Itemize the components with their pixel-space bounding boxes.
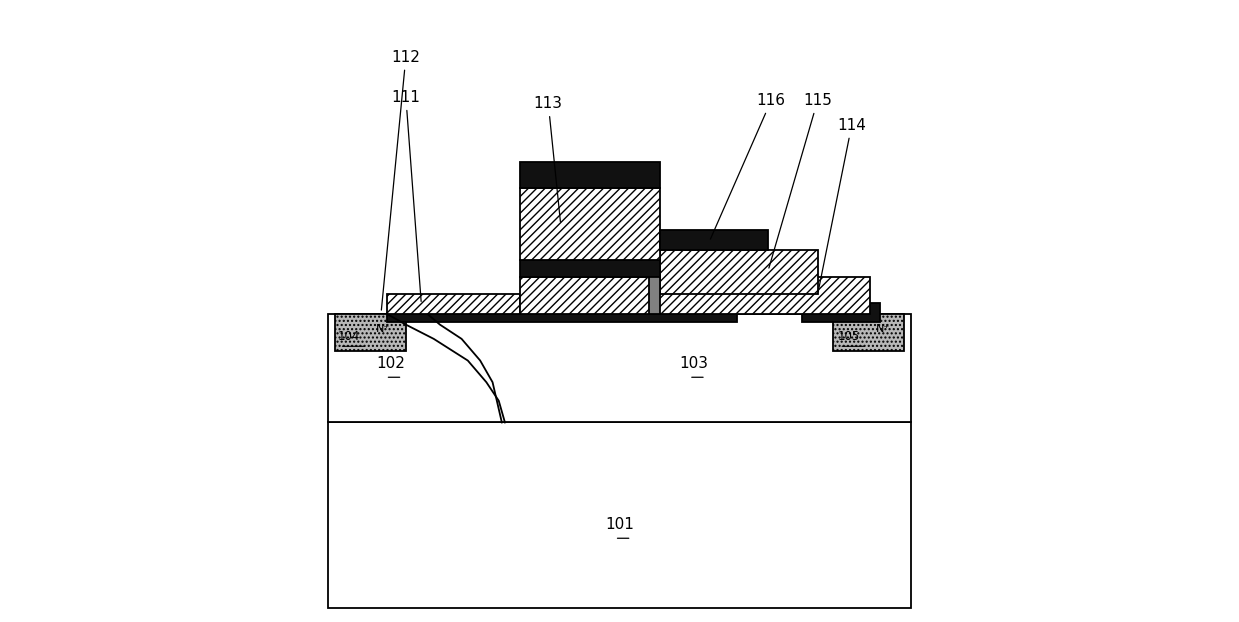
Bar: [833, 314, 904, 351]
Bar: [659, 249, 818, 294]
Text: 114: 114: [818, 118, 866, 292]
Text: 104: 104: [338, 330, 361, 343]
Bar: [520, 188, 659, 259]
Bar: [659, 230, 768, 249]
Text: N⁺: N⁺: [876, 324, 890, 334]
Text: 103: 103: [679, 356, 709, 371]
Bar: [520, 259, 659, 277]
Bar: [388, 294, 520, 314]
Text: 101: 101: [605, 517, 634, 532]
Bar: [802, 303, 880, 322]
Bar: [335, 314, 406, 351]
Text: 116: 116: [710, 93, 786, 239]
Text: N⁺: N⁺: [375, 324, 390, 334]
Bar: [328, 422, 911, 608]
Text: 111: 111: [392, 90, 421, 302]
Text: 115: 115: [769, 93, 833, 268]
Bar: [388, 313, 737, 322]
Bar: [328, 314, 911, 422]
Text: 105: 105: [838, 330, 860, 343]
Bar: [520, 277, 870, 314]
Bar: [649, 277, 659, 314]
Text: 112: 112: [382, 50, 420, 310]
Text: 102: 102: [375, 356, 405, 371]
Text: 113: 113: [534, 96, 563, 221]
Bar: [520, 162, 659, 188]
